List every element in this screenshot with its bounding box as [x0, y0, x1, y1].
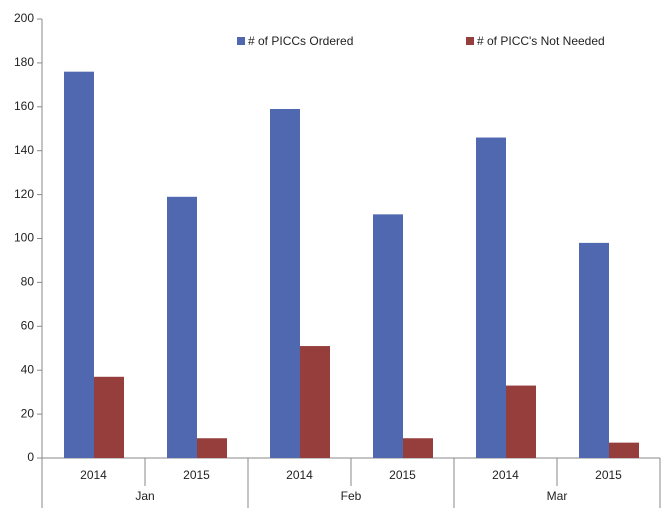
y-tick-label: 0	[27, 450, 34, 464]
legend-swatch	[237, 37, 245, 45]
y-tick-label: 120	[14, 187, 34, 201]
y-tick-label: 60	[21, 318, 35, 332]
bar	[609, 442, 639, 458]
x-tick-label: 2014	[492, 468, 519, 482]
legend-swatch	[466, 37, 474, 45]
y-tick-label: 80	[21, 275, 35, 289]
bar	[167, 196, 197, 459]
group-label: Jan	[135, 489, 154, 503]
legend-label: # of PICCs Ordered	[248, 34, 353, 48]
bar	[373, 214, 403, 458]
x-tick-label: 2015	[389, 468, 416, 482]
bar	[197, 438, 227, 458]
bar	[476, 137, 506, 458]
bar	[64, 71, 94, 459]
y-tick-label: 40	[21, 362, 35, 376]
bar	[506, 385, 536, 458]
group-label: Mar	[547, 489, 568, 503]
bar	[579, 242, 609, 458]
bar	[300, 346, 330, 458]
x-tick-label: 2015	[595, 468, 622, 482]
y-tick-label: 160	[14, 99, 34, 113]
bar	[403, 438, 433, 458]
y-tick-label: 200	[14, 11, 34, 25]
x-tick-label: 2014	[80, 468, 107, 482]
bar	[270, 108, 300, 459]
y-tick-label: 180	[14, 55, 34, 69]
y-tick-label: 100	[14, 231, 34, 245]
legend-label: # of PICC's Not Needed	[477, 34, 605, 48]
x-tick-label: 2014	[286, 468, 313, 482]
y-tick-label: 20	[21, 406, 35, 420]
bar	[94, 376, 124, 458]
group-label: Feb	[341, 489, 362, 503]
x-tick-label: 2015	[183, 468, 210, 482]
y-tick-label: 140	[14, 143, 34, 157]
